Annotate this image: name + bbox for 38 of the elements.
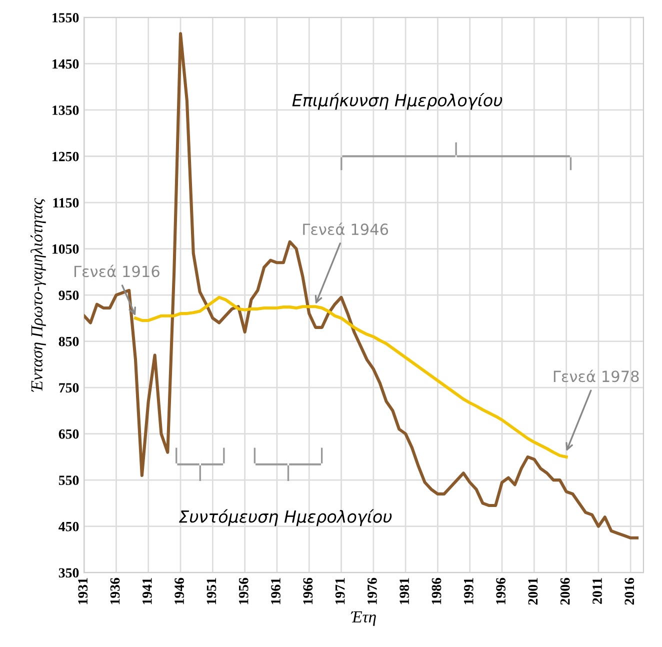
x-tick-label: 1986 bbox=[432, 578, 442, 604]
x-tick-label: 1981 bbox=[400, 578, 410, 604]
x-tick-label: 1936 bbox=[110, 578, 120, 604]
y-axis-title: Ένταση Πρωτο-γαμηλιότητας bbox=[30, 198, 46, 392]
x-tick-label: 1991 bbox=[464, 578, 474, 604]
x-tick-label: 1976 bbox=[368, 578, 377, 604]
y-tick-label: 1050 bbox=[52, 244, 79, 254]
y-tick-label: 1250 bbox=[52, 152, 79, 162]
annotation: Γενεά 1916 bbox=[74, 264, 160, 278]
annotation: Γενεά 1946 bbox=[303, 222, 388, 236]
y-tick-label: 1550 bbox=[52, 13, 79, 22]
x-tick-label: 1951 bbox=[206, 578, 216, 604]
y-tick-label: 450 bbox=[58, 522, 79, 532]
y-tick-label: 950 bbox=[58, 290, 79, 300]
x-tick-label: 2016 bbox=[624, 578, 634, 605]
x-tick-label: 1961 bbox=[271, 578, 280, 604]
x-axis-title: Έτη bbox=[350, 611, 376, 626]
x-tick-label: 1956 bbox=[238, 578, 248, 604]
x-tick-label: 1971 bbox=[335, 578, 345, 604]
x-tick-label: 1966 bbox=[303, 578, 313, 604]
x-tick-label: 1931 bbox=[78, 578, 88, 604]
annotation: Γενεά 1978 bbox=[554, 370, 639, 382]
x-tick-label: 2006 bbox=[560, 578, 570, 605]
y-tick-label: 650 bbox=[58, 429, 79, 439]
y-tick-label: 1350 bbox=[52, 106, 79, 115]
x-tick-label: 1996 bbox=[496, 578, 506, 604]
y-tick-label: 750 bbox=[59, 383, 79, 393]
y-tick-label: 550 bbox=[58, 476, 79, 486]
y-tick-label: 1150 bbox=[53, 198, 79, 208]
x-tick-label: 2011 bbox=[592, 578, 602, 604]
x-tick-label: 1941 bbox=[142, 578, 152, 604]
annotation: Συντόμευση Ημερολογίου bbox=[179, 509, 392, 526]
y-tick-label: 1450 bbox=[52, 59, 79, 69]
y-tick-label: 850 bbox=[58, 336, 79, 346]
y-tick-label: 350 bbox=[58, 568, 79, 578]
annotation: Επιμήκυνση Ημερολογίου bbox=[292, 92, 502, 110]
x-tick-label: 1946 bbox=[174, 578, 184, 604]
x-tick-label: 2001 bbox=[528, 578, 538, 605]
